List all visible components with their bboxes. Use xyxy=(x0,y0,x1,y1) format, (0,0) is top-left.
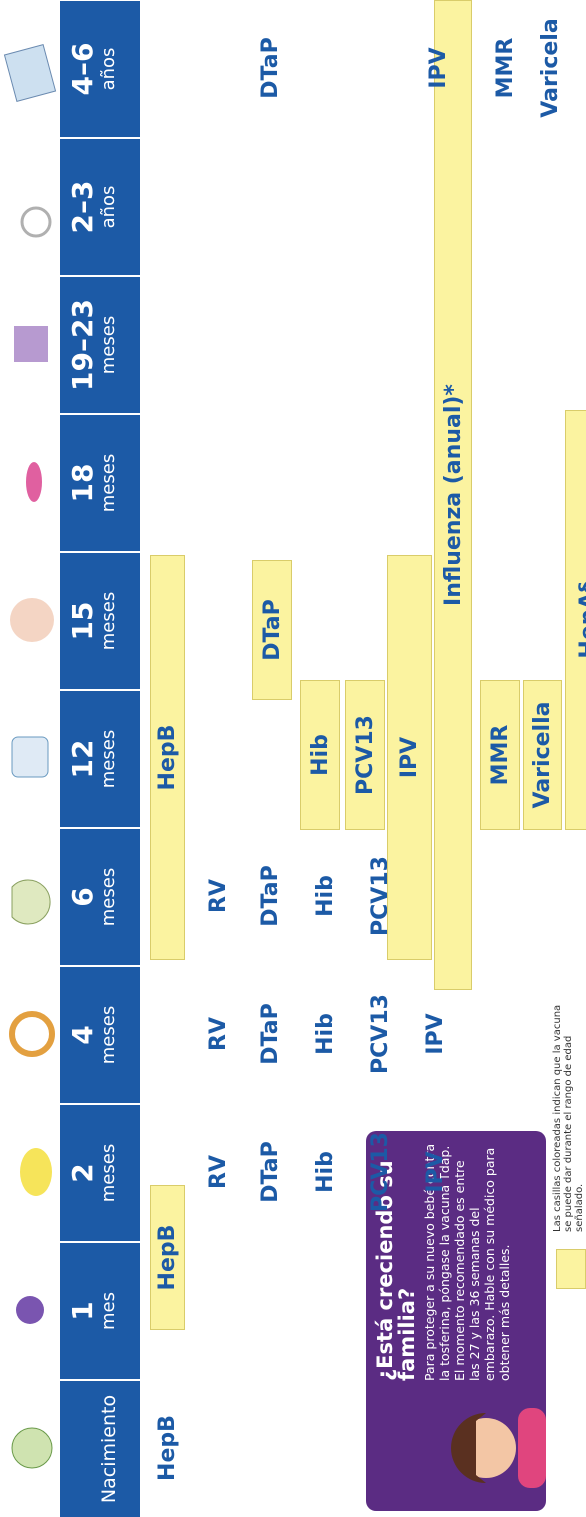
age-unit: meses xyxy=(98,591,119,651)
vaccine-label: DTaP xyxy=(257,1141,283,1203)
age-column: 15 meses xyxy=(60,551,140,689)
vaccine-bar: HepA§ xyxy=(565,410,586,830)
vaccine-label: Hib xyxy=(312,875,338,917)
vaccine-label: IPV xyxy=(425,47,451,89)
age-column: 4–6 años xyxy=(60,0,140,137)
age-unit: meses xyxy=(98,729,119,789)
age-unit: meses xyxy=(98,1143,119,1203)
vaccine-bar: DTaP xyxy=(252,560,292,700)
legend-swatch xyxy=(556,1249,586,1289)
age-column: 18 meses xyxy=(60,413,140,551)
vaccine-bar: Influenza (anual)* xyxy=(434,0,472,990)
age-number: 6 xyxy=(66,887,99,907)
age-number: 4–6 xyxy=(66,42,99,96)
vaccine-bar: Varicella xyxy=(523,680,562,830)
age-column: 12 meses xyxy=(60,689,140,827)
vaccine-label: PCV13 xyxy=(367,1132,393,1212)
vaccine-label: Hib xyxy=(312,1013,338,1055)
vaccine-bar: IPV xyxy=(387,555,432,960)
vaccine-bar: HepB xyxy=(150,555,185,960)
vaccine-label: HepB xyxy=(154,1415,180,1481)
vaccine-label: DTaP xyxy=(257,1003,283,1065)
vaccine-label: Hib xyxy=(312,1151,338,1193)
vaccine-label: DTaP xyxy=(257,37,283,99)
age-number: 2 xyxy=(66,1163,99,1183)
vaccine-bar: MMR xyxy=(480,680,520,830)
icons xyxy=(3,44,57,1469)
age-column: 4 meses xyxy=(60,965,140,1103)
age-number: 19–23 xyxy=(66,299,99,391)
age-column: 2–3 años xyxy=(60,137,140,275)
age-unit: mes xyxy=(98,1292,119,1330)
legend-text: Las casillas coloreadas indican que la v… xyxy=(552,1004,585,1232)
woman-illustration xyxy=(451,1408,546,1488)
age-number: 4 xyxy=(66,1025,99,1045)
vaccine-label: RV xyxy=(205,1017,231,1051)
vaccine-label: MMR xyxy=(492,37,518,99)
age-unit: meses xyxy=(98,453,119,513)
age-number: 2–3 xyxy=(66,180,99,234)
age-unit: años xyxy=(98,185,119,229)
vaccine-label: RV xyxy=(205,879,231,913)
vaccine-bar: PCV13 xyxy=(345,680,385,830)
age-unit: meses xyxy=(98,315,119,375)
vaccine-label: PCV13 xyxy=(367,994,393,1074)
vaccine-bar: Hib xyxy=(300,680,340,830)
age-number: 1 xyxy=(66,1301,99,1321)
vaccine-label: Varicela xyxy=(537,18,563,118)
age-column: 1 mes xyxy=(60,1241,140,1379)
age-label: Nacimiento xyxy=(98,1394,120,1504)
vaccine-label: DTaP xyxy=(257,865,283,927)
age-column: 2 meses xyxy=(60,1103,140,1241)
vaccine-label: IPV xyxy=(422,1151,448,1193)
age-unit: meses xyxy=(98,867,119,927)
vaccine-bar: HepB xyxy=(150,1185,185,1330)
age-number: 12 xyxy=(66,739,99,779)
age-column: 19–23 meses xyxy=(60,275,140,413)
vaccine-label: RV xyxy=(205,1155,231,1189)
age-column: 6 meses xyxy=(60,827,140,965)
age-unit: meses xyxy=(98,1005,119,1065)
age-column: Nacimiento xyxy=(60,1379,140,1517)
age-number: 15 xyxy=(66,601,99,641)
age-number: 18 xyxy=(66,463,99,503)
family-box: ¿Está creciendo su familia? Para protege… xyxy=(366,1131,546,1511)
age-unit: años xyxy=(98,47,119,91)
